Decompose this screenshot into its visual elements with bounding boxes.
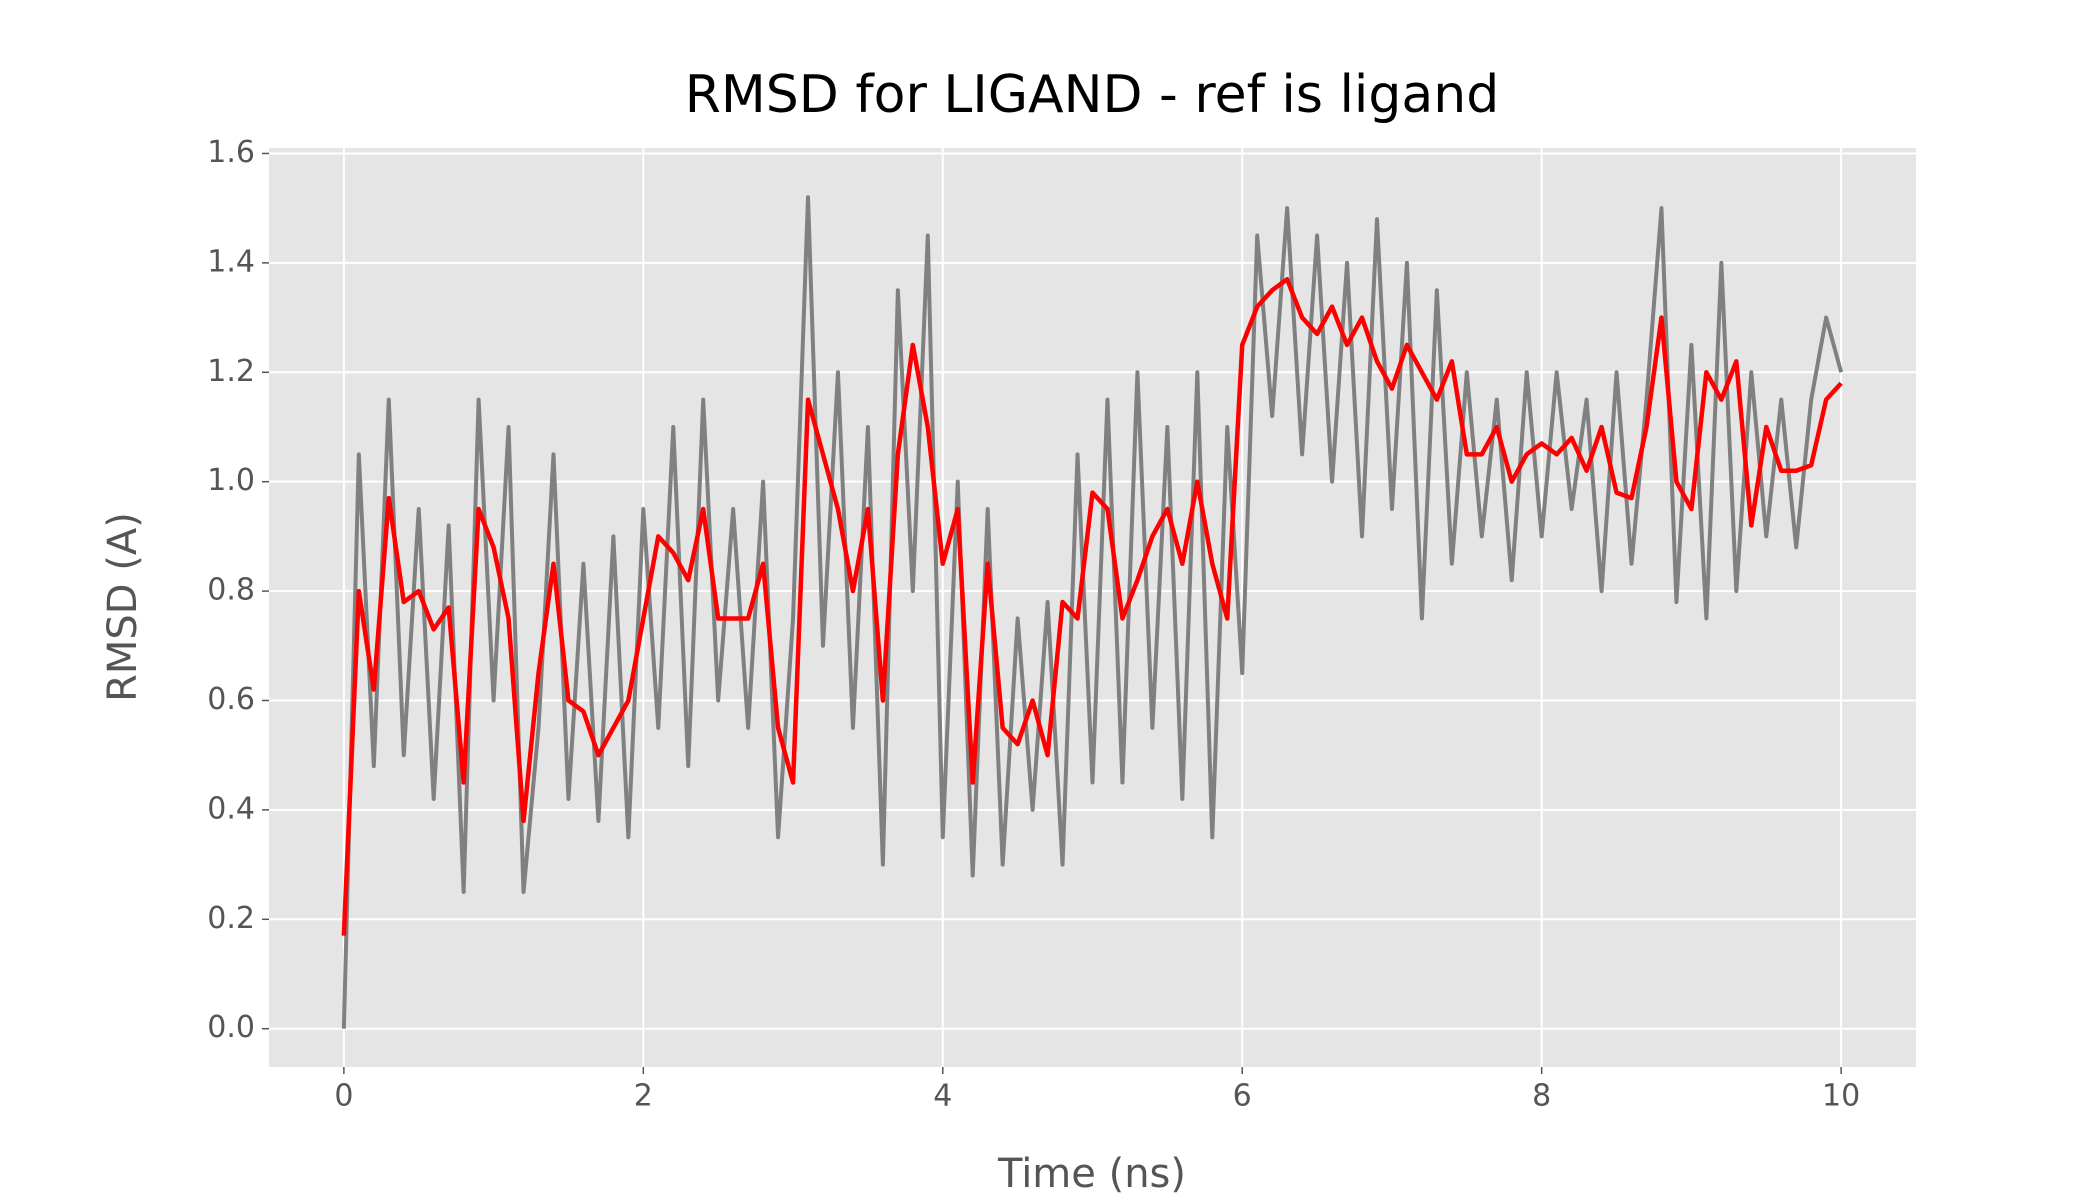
y-tick-label: 0.0: [207, 1010, 255, 1045]
x-tick-label: 2: [634, 1079, 653, 1114]
x-tick-label: 4: [933, 1079, 952, 1114]
y-tick-label: 1.0: [207, 463, 255, 498]
y-tick-label: 0.2: [207, 901, 255, 936]
line: [341, 277, 1843, 936]
y-tick-label: 1.6: [207, 135, 255, 170]
y-tick-label: 1.4: [207, 244, 255, 279]
x-tick-label: 6: [1233, 1079, 1252, 1114]
x-tick-label: 8: [1532, 1079, 1551, 1114]
y-tick-label: 0.8: [207, 573, 255, 608]
chart-title: RMSD for LIGAND - ref is ligand: [685, 65, 1499, 125]
x-axis-label: Time (ns): [997, 1151, 1186, 1197]
y-tick-label: 0.4: [207, 791, 255, 826]
x-tick-label: 10: [1822, 1079, 1860, 1114]
y-tick-label: 1.2: [207, 354, 255, 389]
x-tick-label: 0: [334, 1079, 353, 1114]
y-tick-label: 0.6: [207, 682, 255, 717]
y-axis-label: RMSD (A): [100, 512, 146, 702]
